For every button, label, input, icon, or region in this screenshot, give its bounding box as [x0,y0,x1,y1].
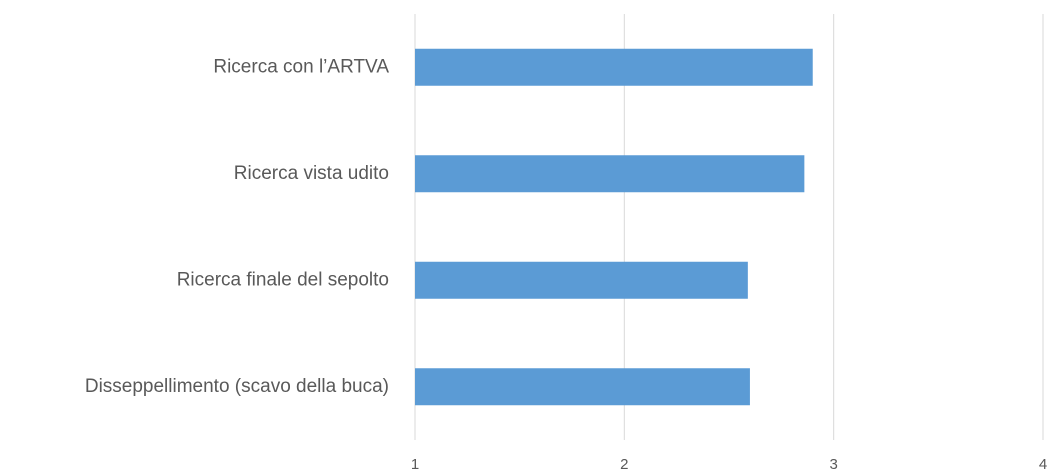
x-tick-label: 2 [620,456,628,473]
bar [415,48,813,86]
y-tick-label: Disseppellimento (scavo della buca) [85,376,389,397]
x-tick-label: 1 [411,456,419,473]
y-tick-label: Ricerca vista udito [234,163,389,184]
bar [415,368,750,406]
y-tick-label: Ricerca con l’ARTVA [213,56,389,77]
x-tick-label: 3 [829,456,837,473]
bar [415,261,748,299]
y-tick-label: Ricerca finale del sepolto [177,269,389,290]
x-tick-label: 4 [1039,456,1047,473]
bar [415,155,805,193]
